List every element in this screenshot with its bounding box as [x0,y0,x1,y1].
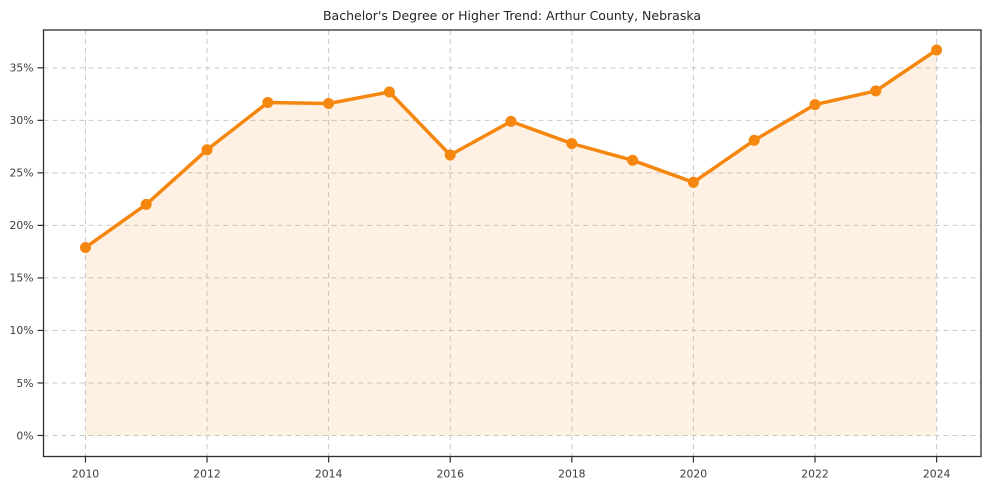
x-tick-label: 2010 [72,468,100,481]
x-tick-label: 2012 [193,468,220,481]
data-point [687,176,699,188]
x-tick-label: 2024 [923,468,951,481]
area-fill [85,50,937,436]
y-tick-label: 35% [10,62,34,75]
data-point [566,138,578,149]
plot-border [42,29,982,458]
data-point [140,198,152,210]
x-tick-label: 2022 [801,468,828,481]
y-tick-label: 30% [10,114,34,127]
x-tick-label: 2018 [558,468,586,481]
x-tick-label: 2020 [680,468,708,481]
data-point [262,97,274,108]
data-point [931,44,943,56]
chart-title: Bachelor's Degree or Higher Trend: Arthu… [323,8,701,23]
data-point [323,98,335,109]
y-tick-label: 5% [16,377,33,390]
y-tick-label: 0% [16,429,33,442]
data-point [748,134,760,146]
y-tick-label: 10% [10,324,34,337]
data-point [627,154,639,166]
y-tick-label: 25% [10,167,34,180]
data-point [80,242,91,253]
y-tick-label: 15% [10,272,34,285]
data-point [383,86,395,98]
x-tick-label: 2014 [315,468,343,481]
plot-area: 0% 5% 10% 15% 20% 25% 30% 35% 2010 2012 2014 2016 20… [10,29,982,481]
data-point [870,85,882,97]
data-point [809,99,821,111]
x-tick-label: 2016 [436,468,464,481]
data-point [201,144,213,156]
data-point [505,115,517,127]
data-point [444,149,456,161]
y-tick-label: 20% [10,219,34,232]
